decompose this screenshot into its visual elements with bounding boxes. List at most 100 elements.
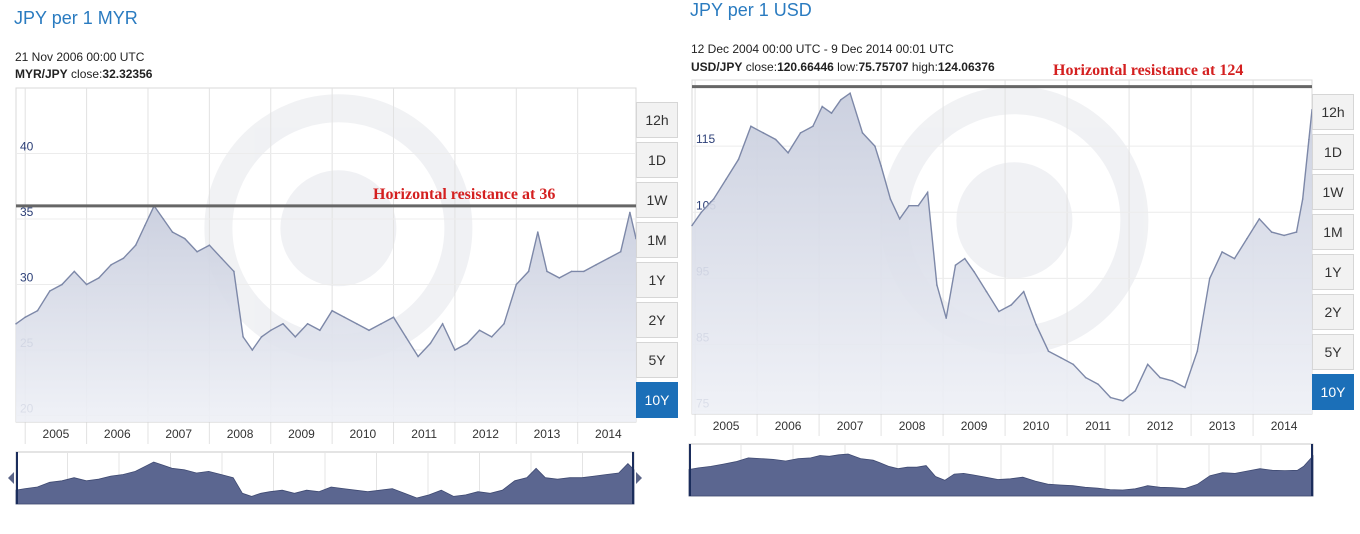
high-value: 124.06376 [937, 60, 995, 74]
data-point [368, 329, 370, 332]
range-button-2y[interactable]: 2Y [636, 302, 678, 338]
scroll-left-arrow-icon [8, 472, 14, 484]
range-button-2y[interactable]: 2Y [1312, 294, 1354, 330]
range-button-1d[interactable]: 1D [1312, 134, 1354, 170]
data-point [233, 270, 235, 273]
date-readout: 21 Nov 2006 00:00 UTC [15, 50, 145, 64]
data-point [774, 138, 777, 141]
range-button-1y[interactable]: 1Y [1312, 254, 1354, 290]
data-point [466, 342, 468, 345]
data-point [515, 283, 518, 286]
data-point [122, 257, 125, 260]
pair-label: USD/JPY [691, 60, 743, 74]
data-point [1035, 323, 1037, 326]
x-tick-label: 2010 [1023, 419, 1050, 433]
range-button-12h[interactable]: 12h [636, 102, 678, 138]
data-point [570, 270, 573, 273]
data-point [762, 132, 765, 134]
chart-title: JPY per 1 USD [690, 0, 812, 20]
scroll-right-arrow-icon [636, 472, 642, 484]
data-point [527, 270, 530, 273]
data-point [220, 257, 223, 260]
data-point [607, 257, 610, 260]
range-button-1w[interactable]: 1W [1312, 174, 1354, 210]
data-point [973, 271, 975, 273]
data-point [355, 322, 358, 325]
quote-readout: MYR/JPY close:32.32356 [15, 67, 152, 81]
data-point [750, 125, 752, 128]
close-value: 32.32356 [102, 67, 153, 81]
x-tick-label: 2005 [713, 419, 740, 433]
data-point [1159, 376, 1161, 379]
data-point [478, 329, 481, 332]
y-tick-label: 115 [696, 132, 715, 146]
data-point [85, 283, 88, 286]
low-value: 75.75707 [858, 60, 909, 74]
price-area [16, 205, 636, 422]
data-point [898, 218, 901, 220]
data-point [251, 349, 254, 351]
data-point [392, 316, 395, 319]
price-chart-usd[interactable]: 2005 2006 2007 2008 2009 2010 2011 2012 2013 2014… [691, 79, 1313, 436]
data-point [110, 264, 112, 266]
range-button-5y[interactable]: 5Y [1312, 334, 1354, 370]
data-point [343, 316, 346, 319]
data-point [144, 224, 146, 227]
range-button-12h[interactable]: 12h [1312, 94, 1354, 130]
x-tick-label: 2014 [595, 427, 622, 441]
range-button-10y[interactable]: 10Y [1312, 374, 1354, 410]
chart-title: JPY per 1 MYR [14, 8, 138, 28]
x-tick-label: 2005 [43, 427, 70, 441]
range-button-1m[interactable]: 1M [636, 222, 678, 258]
data-point [380, 322, 383, 325]
navigator-myr[interactable] [6, 451, 644, 505]
data-point [208, 244, 211, 246]
data-point [945, 317, 947, 319]
data-point [619, 250, 622, 253]
range-button-1m[interactable]: 1M [1312, 214, 1354, 250]
data-point [1301, 198, 1304, 200]
data-point [242, 336, 244, 338]
resistance-annotation: Horizontal resistance at 124 [1053, 62, 1244, 79]
data-point [889, 198, 892, 200]
x-tick-label: 2011 [1085, 419, 1111, 433]
data-point [1171, 380, 1174, 382]
data-point [171, 231, 174, 233]
data-point [260, 336, 263, 338]
range-button-1w[interactable]: 1W [636, 182, 678, 218]
navigator-area [15, 461, 635, 505]
x-tick-label: 2008 [227, 427, 254, 441]
data-point [441, 322, 444, 325]
price-chart-myr[interactable]: 2005 2006 2007 2008 2009 2010 2011 2012 2013 2014… [15, 87, 637, 444]
data-point [1010, 304, 1013, 306]
data-point [917, 204, 920, 207]
range-button-5y[interactable]: 5Y [636, 342, 678, 378]
data-point [821, 105, 823, 108]
x-tick-label: 2013 [534, 427, 561, 441]
data-point [546, 270, 548, 273]
x-tick-label: 2011 [411, 427, 437, 441]
x-tick-label: 2012 [472, 427, 499, 441]
y-tick-label: 30 [20, 270, 34, 284]
range-button-1d[interactable]: 1D [636, 142, 678, 178]
data-point [954, 264, 957, 266]
price-area [692, 93, 1312, 414]
data-point [1283, 234, 1285, 237]
data-point [24, 316, 27, 319]
navigator-handle-left [16, 452, 18, 504]
data-point [998, 310, 1000, 313]
data-point [1072, 363, 1075, 366]
data-point [595, 264, 597, 266]
x-tick-label: 2009 [961, 419, 988, 433]
data-point [196, 250, 198, 253]
data-point [787, 151, 789, 154]
data-point [926, 191, 929, 194]
range-button-1y[interactable]: 1Y [636, 262, 678, 298]
data-point [1146, 363, 1149, 366]
navigator-usd[interactable] [688, 443, 1314, 497]
data-point [1084, 376, 1087, 379]
range-button-10y[interactable]: 10Y [636, 382, 678, 418]
data-point [1221, 251, 1223, 253]
data-point [1295, 231, 1298, 233]
data-point [700, 211, 703, 214]
